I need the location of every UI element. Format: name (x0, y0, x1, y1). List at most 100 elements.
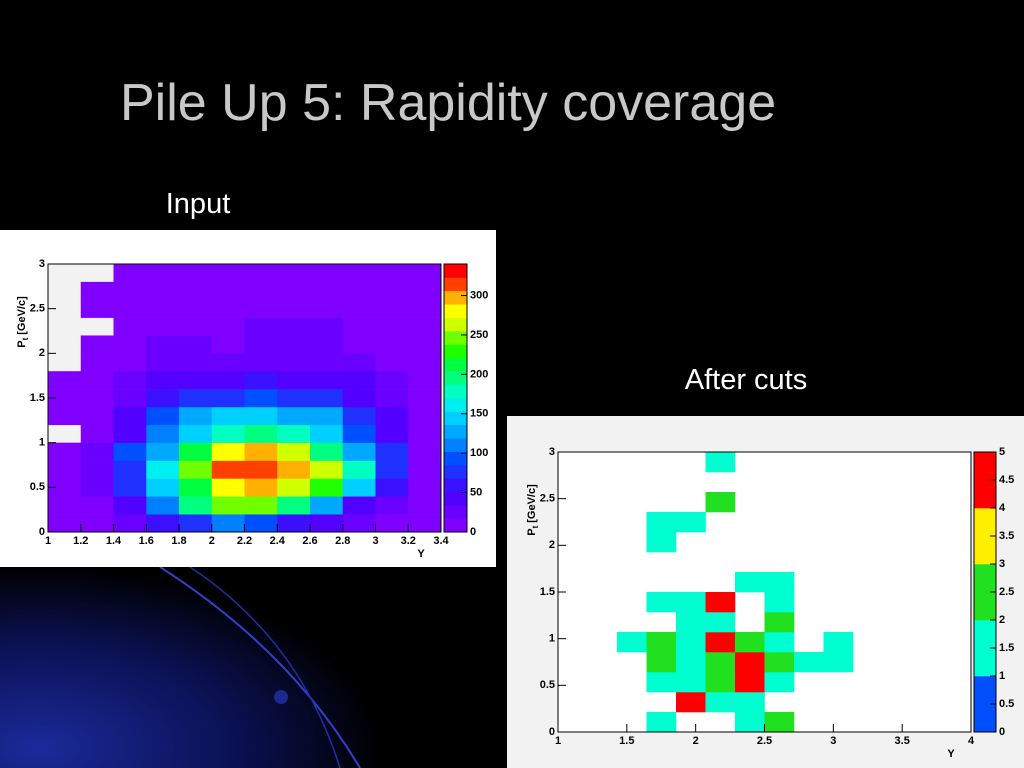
heatmap-cell (48, 442, 82, 461)
heatmap-cell (80, 442, 114, 461)
heatmap-cell (375, 478, 409, 497)
heatmap-cell (211, 299, 245, 318)
x-tick-label: 2.4 (270, 535, 286, 547)
heatmap-cell (146, 371, 180, 390)
heatmap-cell (179, 478, 213, 497)
heatmap-cell (310, 335, 344, 354)
y-axis-label-unit: [GeV/c] (16, 296, 28, 335)
palette-band (444, 317, 467, 332)
z-tick-label: 3.5 (999, 530, 1014, 542)
heatmap-cell (179, 264, 213, 283)
y-tick-label: 1.5 (540, 586, 555, 598)
x-tick-label: 3.2 (401, 535, 416, 547)
z-tick-label: 1 (999, 670, 1005, 682)
heatmap-cell (676, 592, 706, 613)
heatmap-cell (113, 299, 147, 318)
heatmap-cell (375, 264, 409, 283)
heatmap-cell (823, 632, 854, 653)
heatmap-cell (277, 299, 311, 318)
heatmap-cell (310, 281, 344, 301)
heatmap-cell (211, 442, 245, 461)
palette-band (444, 264, 467, 278)
heatmap-cell (113, 496, 147, 515)
heatmap-cell (80, 406, 114, 426)
heatmap-cell (80, 514, 114, 533)
heatmap-cell (676, 512, 706, 533)
heatmap-cell (244, 317, 278, 336)
z-tick-label: 2.5 (999, 586, 1014, 598)
heatmap-cell (179, 406, 213, 426)
heatmap-cell (80, 460, 114, 479)
heatmap-cell (375, 335, 409, 354)
heatmap-cell (310, 389, 344, 408)
heatmap-cell (179, 335, 213, 354)
z-tick-label: 0 (470, 526, 476, 538)
heatmap-cell (676, 632, 706, 653)
heatmap-cell (705, 592, 736, 613)
heatmap-cell (342, 514, 376, 533)
heatmap-cell (735, 712, 765, 733)
x-tick-label: 1.6 (139, 535, 154, 547)
heatmap-cell (310, 496, 344, 515)
heatmap-cell (113, 460, 147, 479)
palette-band (974, 676, 996, 733)
heatmap-cell (113, 371, 147, 390)
x-tick-label: 1.2 (73, 535, 88, 547)
heatmap-cell (113, 335, 147, 354)
heatmap-cell (80, 353, 114, 372)
heatmap-cell (48, 406, 82, 426)
palette-band (444, 438, 467, 452)
palette-band (444, 304, 467, 318)
heatmap-cell (375, 424, 409, 443)
x-tick-label: 1 (45, 535, 51, 547)
heatmap-cell (676, 672, 706, 693)
heatmap-cell (244, 496, 278, 515)
heatmap-cell (310, 514, 344, 533)
y-tick-label: 1 (39, 437, 45, 449)
x-tick-label: 2.5 (757, 735, 772, 747)
heatmap-cell (277, 281, 311, 301)
heatmap-cell (80, 371, 114, 390)
heatmap-cell (735, 692, 765, 713)
x-tick-label: 2.6 (302, 535, 317, 547)
heatmap-cell (277, 389, 311, 408)
y-tick-label: 2 (39, 347, 45, 359)
heatmap-cell (735, 572, 765, 593)
heatmap-cell (80, 281, 114, 301)
heatmap-cell (408, 389, 442, 408)
heatmap-cell (408, 478, 442, 497)
heatmap-cell (244, 424, 278, 443)
heatmap-cell (113, 442, 147, 461)
heatmap-cell (705, 632, 736, 653)
heatmap-cell (48, 460, 82, 479)
heatmap-cell (244, 371, 278, 390)
heatmap-cell (310, 424, 344, 443)
heatmap-cell (211, 460, 245, 479)
y-axis-label: Pt [GeV/c] (526, 484, 540, 536)
heatmap-cell (146, 389, 180, 408)
x-tick-label: 1 (555, 735, 561, 747)
heatmap-cell (375, 353, 409, 372)
y-axis-label-main: P (16, 340, 28, 347)
y-axis-label-sub: t (21, 337, 30, 340)
heatmap-cell (211, 478, 245, 497)
heatmap-cell (310, 460, 344, 479)
y-tick-label: 0.5 (30, 481, 45, 493)
heatmap-cell (705, 452, 736, 473)
heatmap-cell (146, 281, 180, 301)
heatmap-cell (705, 692, 736, 713)
z-tick-label: 0.5 (999, 698, 1014, 710)
heatmap-cell (179, 353, 213, 372)
heatmap-cell (408, 299, 442, 318)
palette-band (444, 331, 467, 345)
heatmap-cell (80, 389, 114, 408)
heatmap-cell (277, 442, 311, 461)
palette-band (444, 491, 467, 506)
heatmap-cell (146, 442, 180, 461)
heatmap-cell (179, 514, 213, 533)
heatmap-cell (244, 442, 278, 461)
palette-band (974, 620, 996, 677)
palette-band (444, 344, 467, 359)
heatmap-cell (676, 612, 706, 633)
